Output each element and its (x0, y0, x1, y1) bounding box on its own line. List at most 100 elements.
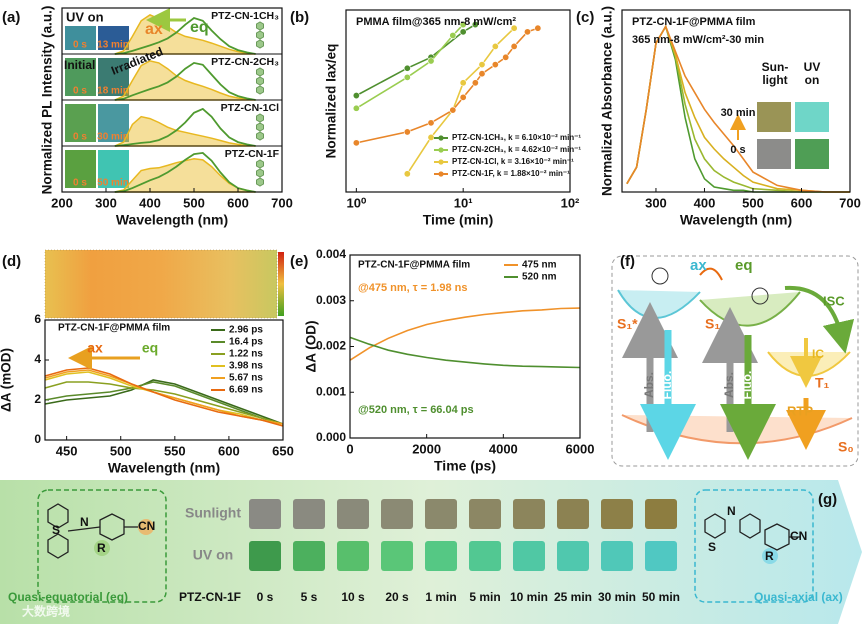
x-axis-title: Time (ps) (434, 458, 496, 474)
annotation: UV (804, 60, 821, 74)
data-point (459, 79, 467, 87)
ring-flip (699, 267, 723, 281)
time-label: 1 min (425, 590, 456, 604)
legend-label: PTZ-CN-2CH₃, k = 4.62×10⁻² min⁻¹ (452, 145, 581, 154)
panel-label: (f) (620, 253, 635, 270)
sunlight-swatch (381, 499, 413, 529)
plot-frame (345, 9, 571, 193)
time-label: 0 s (257, 590, 274, 604)
molecule-icon (256, 21, 264, 31)
r-highlight (94, 540, 110, 556)
annotation: ax (87, 340, 103, 356)
x-tick-label: 500 (110, 443, 132, 458)
row-label: UV on (193, 547, 233, 563)
diagram-f: (f) ax eq S₁* S₁ ISC IC T₁ RTP S₀ Abs. F… (611, 253, 859, 467)
data-point (491, 42, 499, 50)
sunlight-swatch (469, 499, 501, 529)
data-point (471, 21, 479, 29)
uv-swatch (381, 541, 413, 571)
series-line (349, 307, 581, 361)
ax-box (694, 489, 814, 603)
annotation: @475 nm, τ = 1.98 ns (358, 282, 468, 294)
abs-label: Abs. (722, 372, 736, 398)
x-axis-title: Wavelength (nm) (108, 460, 220, 476)
annotation: light (762, 73, 787, 87)
time-label: 50 min (642, 590, 680, 604)
series-line (626, 24, 850, 193)
annotation: 30 min (721, 107, 756, 119)
atom-label: R (765, 549, 774, 563)
series-line (44, 381, 284, 425)
atom-label: CN (790, 529, 807, 543)
photo-time: 0 s (73, 132, 87, 143)
legend-label: 6.69 ns (229, 385, 263, 396)
legend-label: PTZ-CN-1Cl, k = 3.16×10⁻² min⁻¹ (452, 157, 574, 166)
spectrum-line (114, 17, 256, 55)
photo-swatch (98, 150, 129, 188)
data-point (459, 21, 467, 29)
atom-label: N (727, 504, 736, 518)
data-point (478, 70, 486, 78)
data-point (502, 53, 510, 61)
data-point (459, 93, 467, 101)
time-label: 10 s (341, 590, 365, 604)
state-label: S₁ (705, 316, 720, 332)
atom-label: N (80, 515, 89, 529)
photo-time: 50 min (97, 178, 129, 189)
x-tick-label: 2000 (412, 441, 441, 456)
sunlight-swatch (557, 499, 589, 529)
spectrum-area (114, 115, 256, 147)
annotation: PMMA film@365 nm-8 mW/cm² (356, 16, 516, 28)
data-point (352, 104, 360, 112)
photo-swatch (65, 150, 96, 188)
photo-swatch (98, 104, 129, 142)
sunlight-swatch (425, 499, 457, 529)
data-point (471, 79, 479, 87)
annotation: 365 nm-8 mW/cm²-30 min (632, 34, 764, 46)
plot-frame (621, 9, 851, 193)
sunlight-swatch (513, 499, 545, 529)
y-tick-label: 0.003 (316, 293, 346, 307)
data-point (352, 139, 360, 147)
spectrum-area (114, 60, 256, 101)
molecule-ax (704, 513, 800, 551)
eq-caption: Quasi-equatorial (eq) (8, 590, 128, 604)
x-tick-label: 700 (839, 195, 861, 210)
y-axis-title: Normalized Iax/eq (324, 44, 339, 159)
molecule-eq (47, 503, 138, 559)
annotation: UV on (66, 9, 104, 24)
data-point (403, 128, 411, 136)
data-point (510, 24, 518, 32)
legend-label: 1.22 ns (229, 349, 263, 360)
molecule-icon (256, 131, 264, 141)
spectrum-line (114, 151, 256, 193)
photo-time: 18 min (97, 86, 129, 97)
data-point (427, 119, 435, 127)
rtp-label: RTP (787, 403, 813, 418)
x-tick-label: 500 (742, 195, 764, 210)
x-tick-label: 600 (227, 195, 249, 210)
data-point (523, 28, 531, 36)
uv-swatch (601, 541, 633, 571)
y-tick-label: 4 (34, 352, 41, 366)
atom-label: S (52, 523, 60, 537)
uv-swatch (337, 541, 369, 571)
fluo-label: Fluo. (740, 371, 754, 400)
legend-label: 475 nm (522, 260, 557, 271)
annotation: eq (190, 19, 209, 36)
panel-label: (a) (2, 9, 20, 26)
inset-swatch (757, 139, 791, 169)
legend-marker (438, 171, 444, 177)
abs-label: Abs. (642, 372, 656, 398)
sunlight-swatch (293, 499, 325, 529)
x-tick-label: 200 (51, 195, 73, 210)
time-label: 5 min (469, 590, 500, 604)
colorbar (278, 252, 284, 316)
state-label: S₀ (838, 439, 854, 455)
sunlight-swatch (601, 499, 633, 529)
photo-swatch (65, 58, 96, 96)
legend-marker (438, 147, 444, 153)
molecule-icon (256, 168, 264, 178)
isc-arrow (784, 285, 855, 354)
